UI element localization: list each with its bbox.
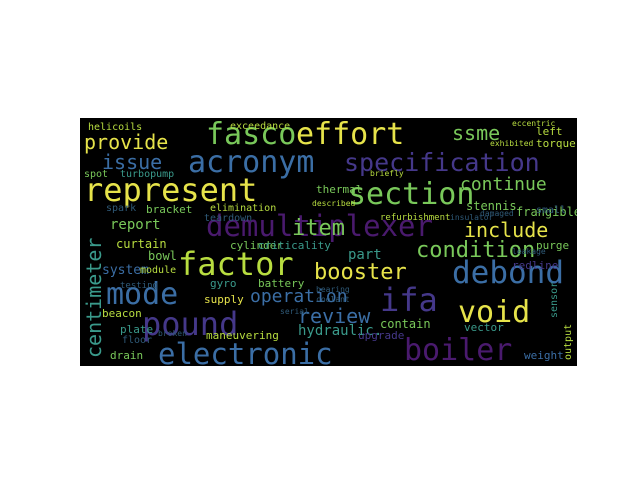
word-include: include <box>464 218 549 242</box>
word-spot: spot <box>84 169 109 180</box>
word-damaged: damaged <box>480 209 514 218</box>
word-frangible: frangible <box>516 205 577 219</box>
word-redline: redline <box>512 259 559 272</box>
word-contain: contain <box>380 317 431 331</box>
word-boiler: boiler <box>404 333 513 366</box>
word-supply: supply <box>204 293 244 306</box>
word-drain: drain <box>110 349 144 362</box>
word-electronic: electronic <box>158 337 333 367</box>
word-purge: purge <box>536 239 570 252</box>
word-represent: represent <box>84 171 258 209</box>
word-acronym: acronym <box>188 145 315 180</box>
word-curtain: curtain <box>116 237 167 251</box>
word-bowl: bowl <box>148 249 177 263</box>
word-beacon: beacon <box>102 307 142 320</box>
word-system: system <box>102 263 149 278</box>
word-maneuvering: maneuvering <box>206 329 279 342</box>
word-described: described <box>312 199 356 208</box>
word-upgrade: upgrade <box>358 329 405 342</box>
word-thermal: thermal <box>316 183 363 196</box>
word-hydraulic: hydraulic. <box>298 323 383 339</box>
word-cylinder: cylinder <box>230 239 283 252</box>
word-part: part <box>348 247 382 263</box>
word-insulator: insulator <box>450 213 494 222</box>
word-bearing: bearing <box>316 285 350 294</box>
word-booster: booster <box>314 260 407 285</box>
word-void: void <box>458 295 531 330</box>
word-centimeter: centimeter <box>82 237 106 358</box>
word-exceedance: exceedance <box>230 121 291 132</box>
word-gyro: gyro <box>210 277 237 290</box>
word-helicoils: helicoils <box>88 122 143 133</box>
word-exhibited: exhibited <box>490 139 534 148</box>
word-plate: plate <box>120 323 154 336</box>
word-left: left <box>536 125 563 138</box>
word-continue: continue <box>460 174 547 195</box>
word-torque: torque <box>536 137 576 150</box>
word-spark: spark <box>106 203 137 214</box>
word-sensor: sensor <box>549 281 560 318</box>
word-demultiplexer: demultiplexer <box>206 209 433 243</box>
word-debond: debond <box>452 255 564 291</box>
word-battery: battery <box>258 277 305 290</box>
word-issue: issue <box>102 150 163 174</box>
word-elimination: elimination <box>210 203 277 214</box>
word-briefly: briefly <box>370 169 404 178</box>
word-operation: operation <box>250 286 348 307</box>
word-fasco: fasco <box>206 118 297 152</box>
word-turbopump: turbopump <box>120 169 175 180</box>
word-vector: vector <box>464 321 504 334</box>
word-report: report <box>110 217 161 233</box>
word-floor: floor <box>122 335 153 346</box>
word-refurbishment: refurbishment <box>380 213 451 223</box>
word-section: section <box>348 177 475 212</box>
word-coolant: coolant <box>316 295 350 304</box>
word-eccentric: eccentric <box>512 119 556 128</box>
word-item: item <box>292 216 345 241</box>
word-bracket: bracket <box>146 203 193 216</box>
word-criticality: criticality <box>258 239 331 252</box>
word-output: output <box>563 323 574 360</box>
word-broken: broken <box>158 329 187 338</box>
word-cloud: fasco effort ssme acronym specification … <box>80 118 577 366</box>
word-serial: serial <box>280 307 309 316</box>
word-mode: mode <box>106 277 179 312</box>
word-factor: factor <box>178 245 294 283</box>
word-module: module <box>140 265 177 276</box>
word-pound: pound <box>142 305 239 343</box>
word-ifa: ifa <box>380 281 438 319</box>
word-testing: testing <box>120 281 158 291</box>
word-review: review <box>298 304 371 328</box>
word-provide: provide <box>84 130 169 154</box>
word-specification: specification <box>344 148 540 177</box>
word-teardown: teardown <box>204 213 253 224</box>
word-stennis: stennis <box>466 199 517 213</box>
word-weight: weight <box>524 349 564 362</box>
word-small: small <box>536 205 567 216</box>
word-ssme: ssme <box>452 121 501 145</box>
word-condition: condition <box>416 238 536 263</box>
word-effort: effort <box>296 118 405 152</box>
word-leakage: leakage <box>512 247 546 256</box>
